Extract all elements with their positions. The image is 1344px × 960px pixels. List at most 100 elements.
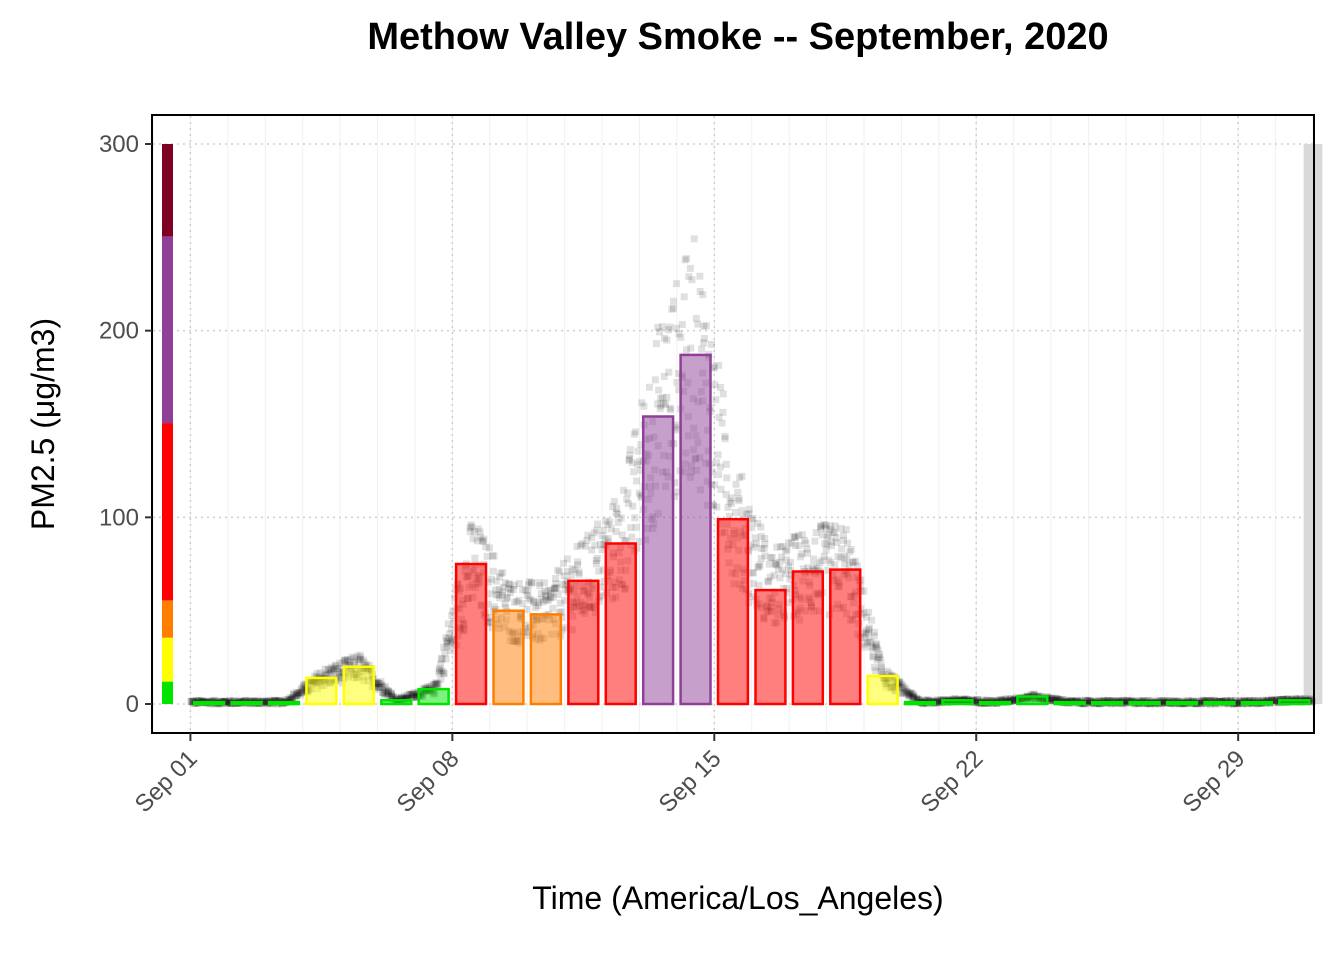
- hourly-point: [559, 581, 567, 588]
- hourly-point: [389, 694, 397, 702]
- hourly-point: [595, 567, 603, 575]
- hourly-point: [612, 509, 620, 517]
- aqi-color-scale: [162, 144, 173, 704]
- hourly-point: [403, 695, 411, 703]
- hourly-point: [734, 488, 742, 496]
- hourly-point: [811, 537, 819, 545]
- hourly-point: [490, 552, 498, 560]
- hourly-point: [666, 404, 674, 412]
- hourly-point: [1233, 700, 1241, 707]
- hourly-point: [993, 697, 1001, 705]
- hourly-point: [1292, 695, 1300, 703]
- hourly-point: [908, 693, 916, 701]
- hourly-point: [630, 430, 638, 438]
- hourly-point: [617, 514, 625, 522]
- hourly-point: [772, 561, 780, 569]
- hourly-point: [1124, 698, 1131, 706]
- hourly-point: [804, 564, 812, 572]
- hourly-point: [827, 559, 835, 567]
- hourly-point: [1057, 697, 1064, 704]
- hourly-point: [440, 669, 448, 677]
- hourly-point: [874, 646, 882, 654]
- hourly-point: [771, 559, 779, 567]
- hourly-point: [1061, 697, 1069, 705]
- hourly-point: [546, 586, 554, 594]
- hourly-point: [313, 670, 321, 678]
- hourly-point: [632, 523, 640, 531]
- hourly-point: [780, 584, 787, 592]
- hourly-point: [860, 629, 868, 637]
- hourly-point: [296, 691, 304, 699]
- hourly-point: [778, 566, 786, 574]
- hourly-point: [1007, 695, 1015, 702]
- hourly-point: [727, 500, 735, 507]
- daily-average-bar: [716, 517, 750, 706]
- hourly-point: [827, 542, 835, 550]
- hourly-point: [225, 700, 233, 708]
- hourly-point: [1200, 697, 1207, 705]
- hourly-point: [865, 626, 873, 633]
- hourly-point: [345, 661, 353, 669]
- hourly-point: [1005, 697, 1013, 705]
- daily-average-bar: [903, 700, 937, 706]
- hourly-point: [389, 692, 397, 700]
- hourly-point: [597, 540, 604, 548]
- hourly-point: [803, 545, 811, 553]
- hourly-point: [802, 539, 810, 547]
- hourly-point: [604, 521, 612, 528]
- hourly-point: [933, 698, 941, 706]
- hourly-point: [489, 552, 497, 560]
- hourly-point: [1009, 697, 1017, 705]
- hourly-point: [581, 542, 589, 550]
- hourly-point: [345, 661, 353, 669]
- hourly-point: [970, 697, 978, 705]
- hourly-point: [335, 674, 343, 682]
- hourly-point: [1012, 697, 1020, 705]
- hourly-point: [999, 696, 1007, 704]
- hourly-point: [1069, 697, 1077, 704]
- hourly-point: [696, 288, 704, 295]
- hourly-point: [511, 598, 519, 606]
- hourly-point: [388, 692, 396, 700]
- hourly-point: [1202, 696, 1210, 704]
- hourly-point: [400, 694, 408, 702]
- hourly-point: [522, 586, 530, 594]
- hourly-point: [336, 672, 344, 680]
- hourly-point: [710, 364, 717, 372]
- hourly-point: [492, 577, 500, 585]
- hourly-point: [801, 536, 809, 544]
- hourly-point: [1124, 699, 1132, 707]
- hourly-point: [764, 577, 772, 585]
- hourly-point: [286, 696, 294, 704]
- hourly-point: [600, 541, 608, 549]
- hourly-point: [934, 696, 942, 703]
- hourly-point: [503, 593, 511, 601]
- hourly-point: [521, 625, 529, 632]
- hourly-point: [1267, 697, 1275, 704]
- hourly-point: [449, 607, 457, 615]
- hourly-point: [575, 570, 583, 578]
- hourly-point: [360, 658, 368, 666]
- hourly-point: [736, 474, 744, 482]
- daily-average-bar: [1016, 695, 1049, 706]
- hourly-point: [870, 632, 878, 640]
- hourly-point: [875, 654, 882, 662]
- hourly-point: [1060, 695, 1067, 703]
- hourly-point: [413, 692, 421, 700]
- hourly-point: [322, 671, 330, 679]
- hourly-point: [571, 566, 579, 574]
- hourly-point: [797, 553, 805, 561]
- hourly-point: [878, 671, 886, 679]
- hourly-point: [209, 697, 217, 705]
- hourly-point: [223, 699, 231, 707]
- hourly-point: [657, 402, 665, 410]
- hourly-point: [467, 521, 475, 529]
- daily-average-bar: [305, 676, 338, 706]
- hourly-point: [869, 645, 877, 653]
- hourly-point: [671, 424, 679, 432]
- hourly-point: [973, 697, 981, 705]
- hourly-point: [1121, 698, 1129, 706]
- hourly-point: [403, 695, 410, 703]
- hourly-point: [914, 696, 922, 704]
- hourly-point: [810, 562, 818, 570]
